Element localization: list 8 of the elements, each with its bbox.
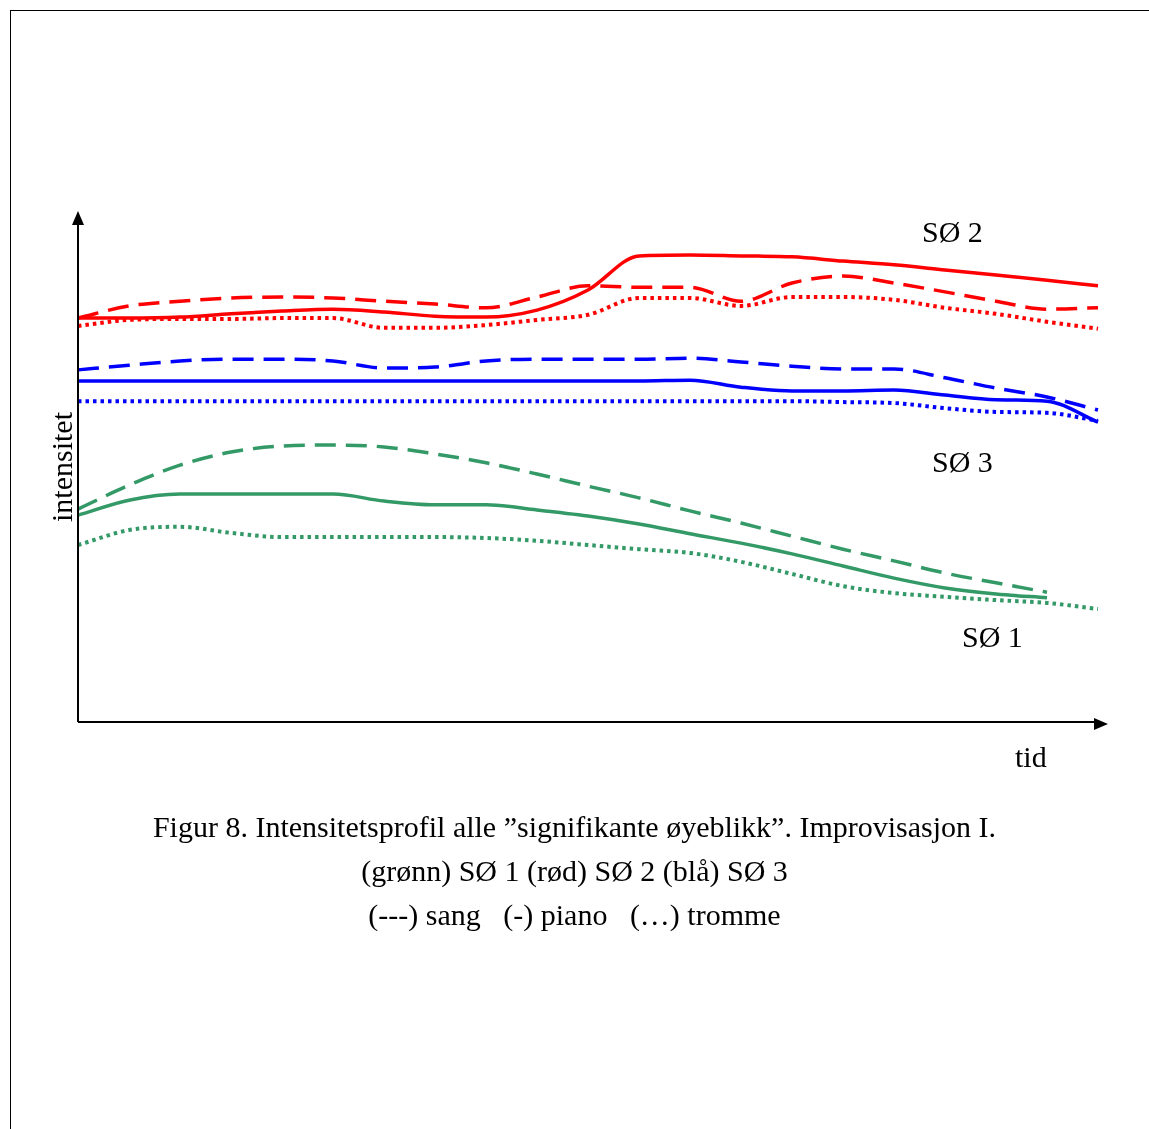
text: Figur 8. Intensitetsprofil alle ”signifikante øyeblikk”. Improvisasjon I. bbox=[151, 809, 998, 845]
x-axis-title: tid bbox=[1015, 740, 1047, 774]
annotation: SØ 1 bbox=[962, 620, 1023, 654]
text: SØ 2 bbox=[922, 215, 983, 249]
text: (grønn) SØ 1 (rød) SØ 2 (blå) SØ 3 bbox=[360, 853, 789, 889]
y-axis-title: intensitet bbox=[45, 411, 79, 524]
annotation: SØ 3 bbox=[932, 445, 993, 479]
text: (---) sang (-) piano (…) tromme bbox=[367, 897, 782, 933]
